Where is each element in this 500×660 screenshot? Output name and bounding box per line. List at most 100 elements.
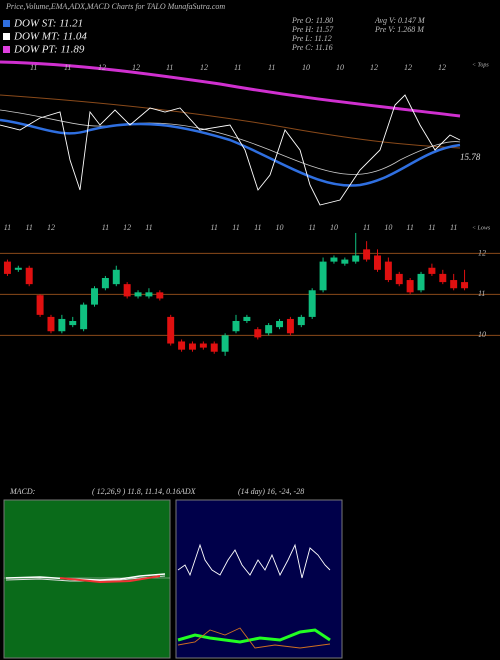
lows-label: < Lows: [472, 225, 491, 231]
candle-body: [395, 273, 403, 285]
candle-body: [417, 273, 425, 291]
legend-swatch: [3, 33, 10, 40]
info: Pre O: 11.80: [291, 16, 333, 25]
candle-body: [363, 249, 371, 260]
top-day-label: 12: [438, 63, 446, 72]
candle-body: [210, 343, 218, 352]
x-tick-label: 11: [308, 223, 315, 232]
x-tick-label: 11: [254, 223, 261, 232]
info: Pre L: 11.12: [291, 34, 332, 43]
candle-body: [221, 335, 229, 352]
x-tick-label: 11: [406, 223, 413, 232]
candle-body: [178, 341, 186, 350]
top-day-label: 11: [268, 63, 275, 72]
x-tick-label: 10: [384, 223, 392, 232]
candle-body: [308, 290, 316, 317]
candle-body: [384, 261, 392, 281]
y-tick-label: 11: [478, 289, 485, 298]
top-day-label: 10: [336, 63, 344, 72]
top-day-label: 12: [404, 63, 412, 72]
adx-panel: [175, 499, 343, 659]
candle-body: [243, 316, 251, 321]
ema-label: 15.78: [460, 152, 481, 162]
candle-body: [123, 284, 131, 297]
top-day-label: 12: [98, 63, 106, 72]
candle-body: [450, 280, 458, 289]
top-day-label: 11: [234, 63, 241, 72]
adx-params: (14 day) 16, -24, -28: [238, 487, 304, 496]
candle-body: [101, 278, 109, 289]
y-tick-label: 12: [478, 248, 486, 257]
candle-body: [156, 292, 164, 299]
candle-body: [134, 292, 142, 297]
ema-lines: [0, 60, 461, 206]
candle-body: [58, 318, 66, 332]
candle-body: [80, 304, 88, 330]
x-tick-label: 12: [123, 223, 131, 232]
legend-swatch: [3, 46, 10, 53]
x-tick-label: 11: [450, 223, 457, 232]
candle-body: [188, 343, 196, 350]
top-day-label: 11: [64, 63, 71, 72]
candle-body: [14, 267, 22, 270]
top-day-label: 11: [166, 63, 173, 72]
macd-lines: [4, 573, 170, 584]
x-tick-label: 11: [4, 223, 11, 232]
candle-body: [254, 329, 262, 338]
candle-body: [286, 318, 294, 334]
legend-label: DOW MT: 11.04: [13, 31, 87, 43]
y-tick-label: 10: [478, 330, 486, 339]
candle-body: [276, 321, 284, 328]
candle-body: [341, 259, 349, 264]
legend-label: DOW PT: 11.89: [13, 44, 85, 56]
top-day-label: 12: [132, 63, 140, 72]
legend-swatch: [3, 20, 10, 27]
candle-body: [297, 316, 305, 326]
x-tick-label: 12: [47, 223, 55, 232]
top-day-label: 10: [302, 63, 310, 72]
candle-body: [25, 267, 33, 285]
x-tick-label: 11: [211, 223, 218, 232]
macd-title: MACD:: [9, 487, 36, 496]
adx-lines: [177, 543, 331, 649]
candle-body: [439, 273, 447, 283]
legend-label: DOW ST: 11.21: [13, 18, 83, 30]
candle-body: [167, 316, 175, 344]
tops-label: < Tops: [472, 62, 489, 68]
x-tick-label: 11: [428, 223, 435, 232]
candle-body: [47, 316, 55, 332]
adx-title: ADX: [179, 487, 197, 496]
candle-body: [330, 257, 338, 262]
top-day-label: 11: [30, 63, 37, 72]
candle-body: [406, 280, 414, 293]
candle-body: [374, 255, 381, 270]
x-tick-label: 11: [363, 223, 370, 232]
info: Pre V: 1.268 M: [374, 25, 425, 34]
candle-body: [112, 269, 120, 285]
candle-body: [461, 282, 469, 289]
top-day-label: 12: [370, 63, 378, 72]
candle-body: [319, 261, 327, 291]
candle-body: [428, 267, 436, 274]
info: Pre H: 11.57: [291, 25, 334, 34]
candle-body: [36, 295, 44, 315]
chart-title: Price,Volume,EMA,ADX,MACD Charts for TAL…: [5, 2, 225, 11]
top-day-label: 12: [200, 63, 208, 72]
candle-body: [265, 325, 273, 334]
x-tick-label: 11: [102, 223, 109, 232]
x-tick-label: 11: [232, 223, 239, 232]
candle-body: [3, 261, 11, 274]
macd-params: ( 12,26,9 ) 11.8, 11.14, 0.16: [92, 487, 180, 496]
candle-body: [145, 292, 153, 297]
x-tick-label: 11: [26, 223, 33, 232]
candle-body: [69, 321, 77, 326]
x-tick-label: 11: [145, 223, 152, 232]
x-tick-label: 10: [330, 223, 338, 232]
info: Avg V: 0.147 M: [374, 16, 426, 25]
info: Pre C: 11.16: [291, 43, 333, 52]
x-tick-label: 10: [276, 223, 284, 232]
candle-body: [352, 255, 360, 262]
candle-body: [199, 343, 207, 348]
